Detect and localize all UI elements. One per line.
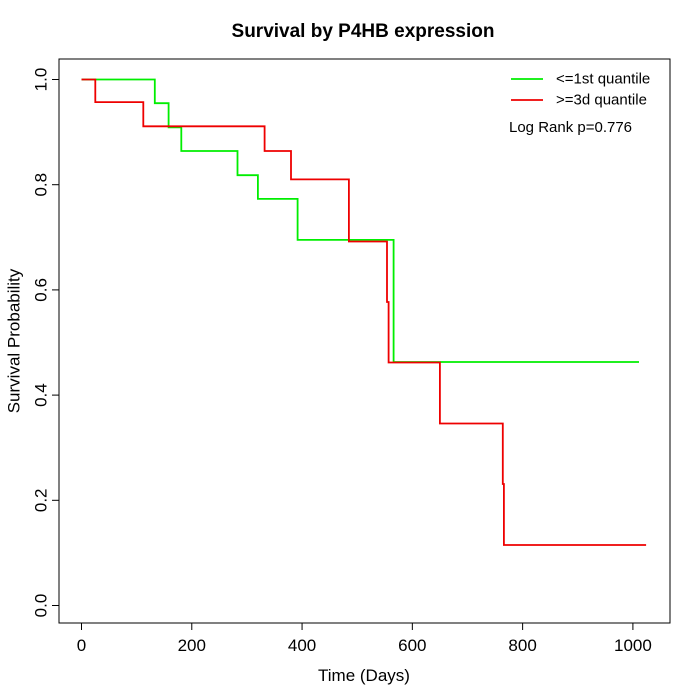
y-tick-label: 0.8 bbox=[32, 173, 51, 197]
legend-label: >=3d quantile bbox=[556, 92, 647, 109]
survival-curve-low bbox=[81, 78, 639, 363]
series-layer bbox=[81, 78, 647, 546]
x-tick-label: 800 bbox=[508, 636, 536, 655]
plot-frame bbox=[58, 58, 671, 624]
y-tick-label: 0.4 bbox=[32, 383, 51, 407]
x-tick-label: 400 bbox=[288, 636, 316, 655]
y-axis-title: Survival Probability bbox=[5, 268, 24, 413]
y-tick-label: 0.0 bbox=[32, 594, 51, 618]
y-tick-label: 1.0 bbox=[32, 68, 51, 92]
legend-label: <=1st quantile bbox=[556, 71, 650, 88]
x-tick-label: 1000 bbox=[614, 636, 652, 655]
y-tick-label: 0.6 bbox=[32, 278, 51, 302]
chart-title: Survival by P4HB expression bbox=[232, 21, 495, 42]
log-rank-annotation: Log Rank p=0.776 bbox=[509, 119, 632, 136]
x-tick-label: 200 bbox=[178, 636, 206, 655]
x-tick-label: 0 bbox=[77, 636, 86, 655]
y-axis: 0.0 0.2 0.4 0.6 0.8 1.0 bbox=[32, 68, 59, 618]
x-axis: 0 200 400 600 800 1000 bbox=[77, 623, 652, 655]
survival-curve-high bbox=[81, 78, 647, 546]
x-tick-label: 600 bbox=[398, 636, 426, 655]
legend: <=1st quantile >=3d quantile bbox=[511, 71, 650, 109]
y-tick-label: 0.2 bbox=[32, 488, 51, 512]
x-axis-title: Time (Days) bbox=[318, 666, 410, 685]
